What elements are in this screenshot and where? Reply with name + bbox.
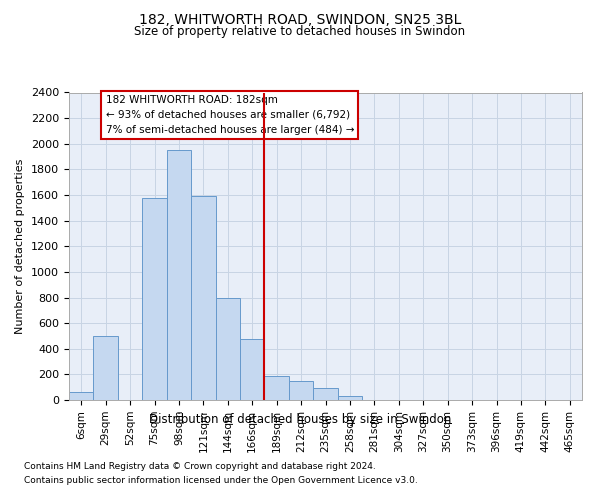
Bar <box>191 196 215 400</box>
Text: Contains public sector information licensed under the Open Government Licence v3: Contains public sector information licen… <box>24 476 418 485</box>
Bar <box>167 150 191 400</box>
Bar <box>94 336 118 400</box>
Bar <box>338 396 362 400</box>
Bar <box>215 298 240 400</box>
Bar <box>265 376 289 400</box>
Bar <box>69 392 94 400</box>
Bar <box>313 388 338 400</box>
Bar <box>240 338 265 400</box>
Text: 182, WHITWORTH ROAD, SWINDON, SN25 3BL: 182, WHITWORTH ROAD, SWINDON, SN25 3BL <box>139 12 461 26</box>
Text: Distribution of detached houses by size in Swindon: Distribution of detached houses by size … <box>149 412 451 426</box>
Y-axis label: Number of detached properties: Number of detached properties <box>16 158 25 334</box>
Text: 182 WHITWORTH ROAD: 182sqm
← 93% of detached houses are smaller (6,792)
7% of se: 182 WHITWORTH ROAD: 182sqm ← 93% of deta… <box>106 95 354 134</box>
Bar <box>289 381 313 400</box>
Text: Contains HM Land Registry data © Crown copyright and database right 2024.: Contains HM Land Registry data © Crown c… <box>24 462 376 471</box>
Text: Size of property relative to detached houses in Swindon: Size of property relative to detached ho… <box>134 25 466 38</box>
Bar <box>142 198 167 400</box>
